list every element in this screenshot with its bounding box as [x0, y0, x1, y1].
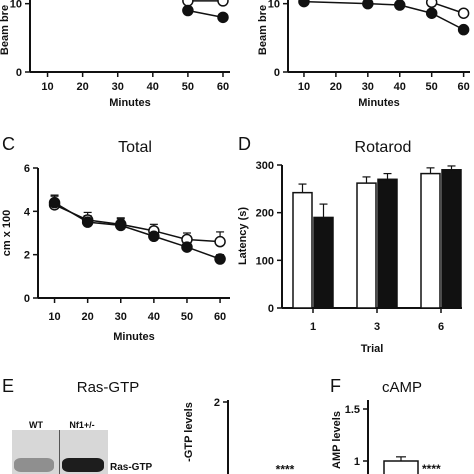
data-point-open	[215, 237, 225, 247]
bar-black	[378, 179, 397, 308]
lane-label-nf1: Nf1+/-	[69, 420, 94, 430]
x-tick-label: 60	[214, 311, 226, 323]
blot-band-wt	[14, 458, 54, 472]
band-label: Ras-GTP	[110, 462, 153, 473]
x-tick-label: 40	[394, 81, 406, 93]
panel-d: D Rotarod 0 100 200 300 1 3 6 Trial Latency (s)	[237, 134, 462, 355]
bar-black	[314, 217, 333, 308]
panel-c: C Total 0 2 4 6 10 20 30 40 50 60 Minutes cm x 100	[1, 134, 230, 343]
x-axis-label: Minutes	[358, 97, 400, 109]
panel-letter-f: F	[330, 376, 341, 396]
panel-letter-e: E	[2, 376, 14, 396]
blot-lane-divider	[59, 430, 60, 474]
series-line-open	[55, 205, 221, 242]
x-tick-label: 3	[374, 321, 380, 333]
bar-white	[384, 461, 418, 474]
bar-white	[421, 174, 440, 308]
x-tick-label: 30	[115, 311, 127, 323]
x-tick-label: 10	[41, 81, 53, 93]
panel-letter-c: C	[2, 134, 15, 154]
x-tick-label: 20	[330, 81, 342, 93]
y-tick-label: 0	[268, 303, 274, 315]
data-point-filled	[427, 8, 437, 18]
x-tick-label: 10	[298, 81, 310, 93]
y-tick-label: 0	[274, 67, 280, 79]
x-tick-label: 30	[362, 81, 374, 93]
y-tick-label: 0	[16, 67, 22, 79]
y-tick-label: 4	[24, 206, 31, 218]
panel-letter-d: D	[238, 134, 251, 154]
x-tick-label: 1	[310, 321, 316, 333]
data-point-filled	[395, 0, 405, 10]
chart-title-f: cAMP	[382, 379, 422, 396]
x-tick-label: 40	[148, 311, 160, 323]
data-point-filled	[215, 254, 225, 264]
y-tick-label: 300	[256, 160, 274, 172]
y-axis-label: -GTP levels	[183, 402, 195, 462]
lane-label-wt: WT	[29, 420, 43, 430]
y-tick-label: 100	[256, 255, 274, 267]
y-axis-label: cm x 100	[1, 210, 13, 256]
significance-marker: ****	[422, 462, 441, 474]
data-point-open	[218, 0, 228, 6]
chart-title-d: Rotarod	[355, 139, 412, 156]
panel-a: 0 10 10 20 30 40 50 60 Minutes Beam bre	[0, 0, 230, 109]
chart-title-e: Ras-GTP	[77, 379, 140, 396]
data-point-filled	[83, 217, 93, 227]
y-tick-label: 0	[24, 293, 30, 305]
y-tick-label: 1.5	[345, 404, 360, 416]
x-tick-label: 60	[217, 81, 229, 93]
blot-band-nf1	[62, 458, 104, 472]
data-point-filled	[363, 0, 373, 9]
y-tick-label: 6	[24, 163, 30, 175]
x-tick-label: 40	[147, 81, 159, 93]
bar-white	[357, 183, 376, 308]
y-axis-label: Beam bre	[257, 5, 269, 55]
y-axis-label: Latency (s)	[237, 207, 249, 265]
x-tick-label: 6	[438, 321, 444, 333]
data-point-filled	[50, 198, 60, 208]
x-tick-label: 10	[48, 311, 60, 323]
y-tick-label: 2	[24, 250, 30, 262]
x-tick-label: 50	[181, 311, 193, 323]
data-point-filled	[183, 6, 193, 16]
bar-black	[442, 170, 461, 308]
x-tick-label: 20	[77, 81, 89, 93]
data-point-filled	[182, 242, 192, 252]
series-line-filled	[55, 203, 221, 259]
x-axis-label: Minutes	[109, 97, 151, 109]
y-tick-label: 10	[268, 0, 280, 11]
y-tick-label: 1	[354, 456, 360, 468]
x-tick-label: 60	[457, 81, 469, 93]
data-point-filled	[299, 0, 309, 7]
bar-white	[293, 193, 312, 308]
data-point-open	[427, 0, 437, 7]
significance-marker: ****	[276, 463, 295, 474]
data-point-open	[459, 8, 469, 18]
panel-b: 0 10 10 20 30 40 50 60 Minutes Beam bre	[257, 0, 470, 109]
x-axis-label: Trial	[361, 343, 384, 355]
data-point-filled	[459, 25, 469, 35]
y-tick-label: 200	[256, 208, 274, 220]
data-point-filled	[218, 12, 228, 22]
y-tick-label: 10	[10, 0, 22, 11]
y-axis-label: Beam bre	[0, 5, 11, 55]
x-tick-label: 50	[182, 81, 194, 93]
x-tick-label: 20	[82, 311, 94, 323]
data-point-filled	[116, 220, 126, 230]
data-point-filled	[149, 231, 159, 241]
x-tick-label: 30	[112, 81, 124, 93]
x-tick-label: 50	[426, 81, 438, 93]
x-axis-label: Minutes	[113, 331, 155, 343]
chart-title-c: Total	[118, 139, 152, 156]
y-tick-label: 2	[214, 397, 220, 409]
y-axis-label: AMP levels	[331, 411, 343, 469]
